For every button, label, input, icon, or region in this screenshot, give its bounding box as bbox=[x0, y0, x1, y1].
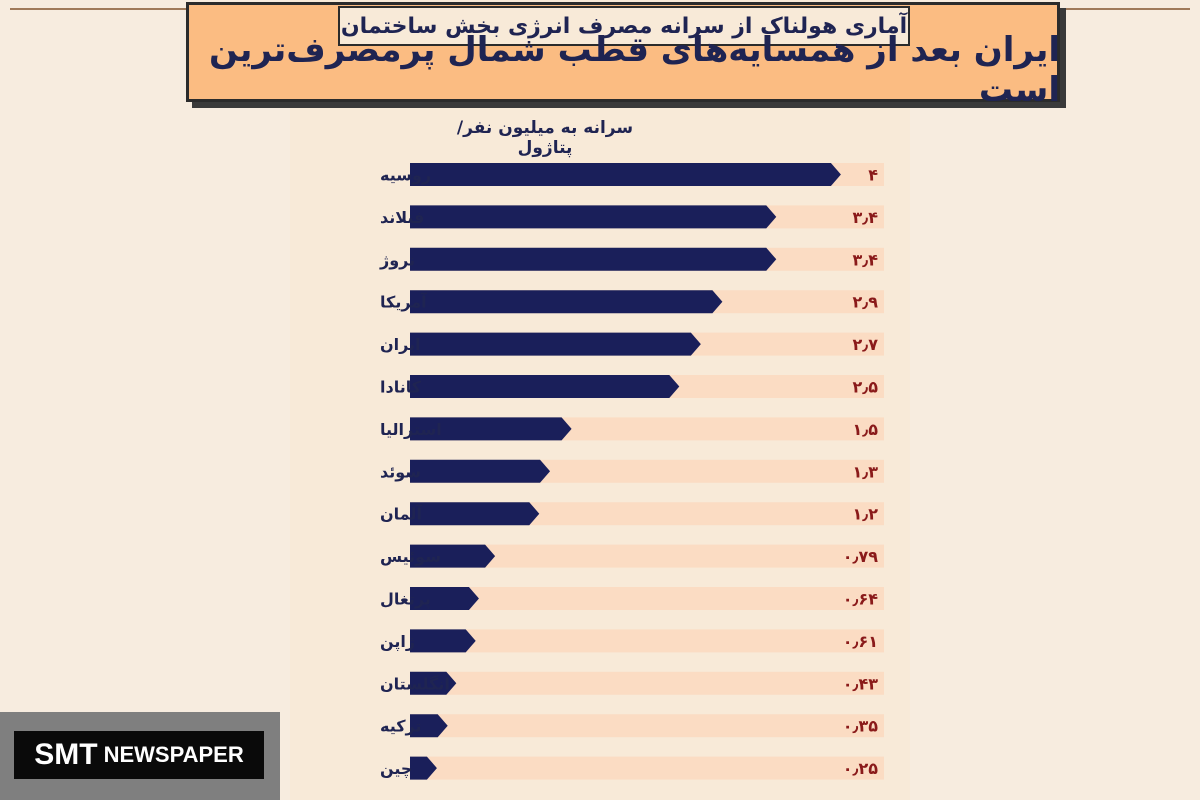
watermark-text: NEWSPAPER bbox=[103, 742, 244, 767]
watermark-brand: SMT bbox=[34, 738, 98, 771]
watermark-logo: SMT NEWSPAPER bbox=[14, 731, 264, 779]
background-right bbox=[910, 0, 1200, 800]
watermark-box: SMT NEWSPAPER bbox=[0, 712, 280, 800]
decorative-line-left bbox=[10, 8, 340, 10]
chart-panel bbox=[290, 0, 910, 800]
background-left bbox=[0, 0, 290, 800]
axis-label: سرانه به میلیون نفر/پتاژول bbox=[456, 118, 634, 158]
page-title: ایران بعد از همسایه‌های قطب شمال پرمصرف‌… bbox=[209, 30, 1060, 110]
subtitle: آماری هولناک از سرانه مصرف انرژی بخش ساخ… bbox=[338, 6, 910, 46]
